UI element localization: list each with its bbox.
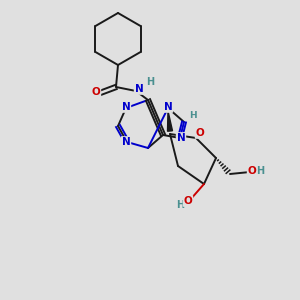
Text: N: N (135, 84, 143, 94)
Text: H: H (146, 77, 154, 87)
Text: O: O (196, 128, 204, 138)
Text: N: N (122, 102, 130, 112)
Text: H: H (176, 200, 184, 210)
Text: O: O (184, 196, 192, 206)
Text: O: O (248, 166, 256, 176)
Text: H: H (189, 112, 197, 121)
Text: H: H (256, 166, 264, 176)
Polygon shape (167, 111, 172, 131)
Text: N: N (122, 137, 130, 147)
Text: N: N (164, 102, 172, 112)
Text: O: O (92, 87, 100, 97)
Text: N: N (177, 133, 185, 143)
